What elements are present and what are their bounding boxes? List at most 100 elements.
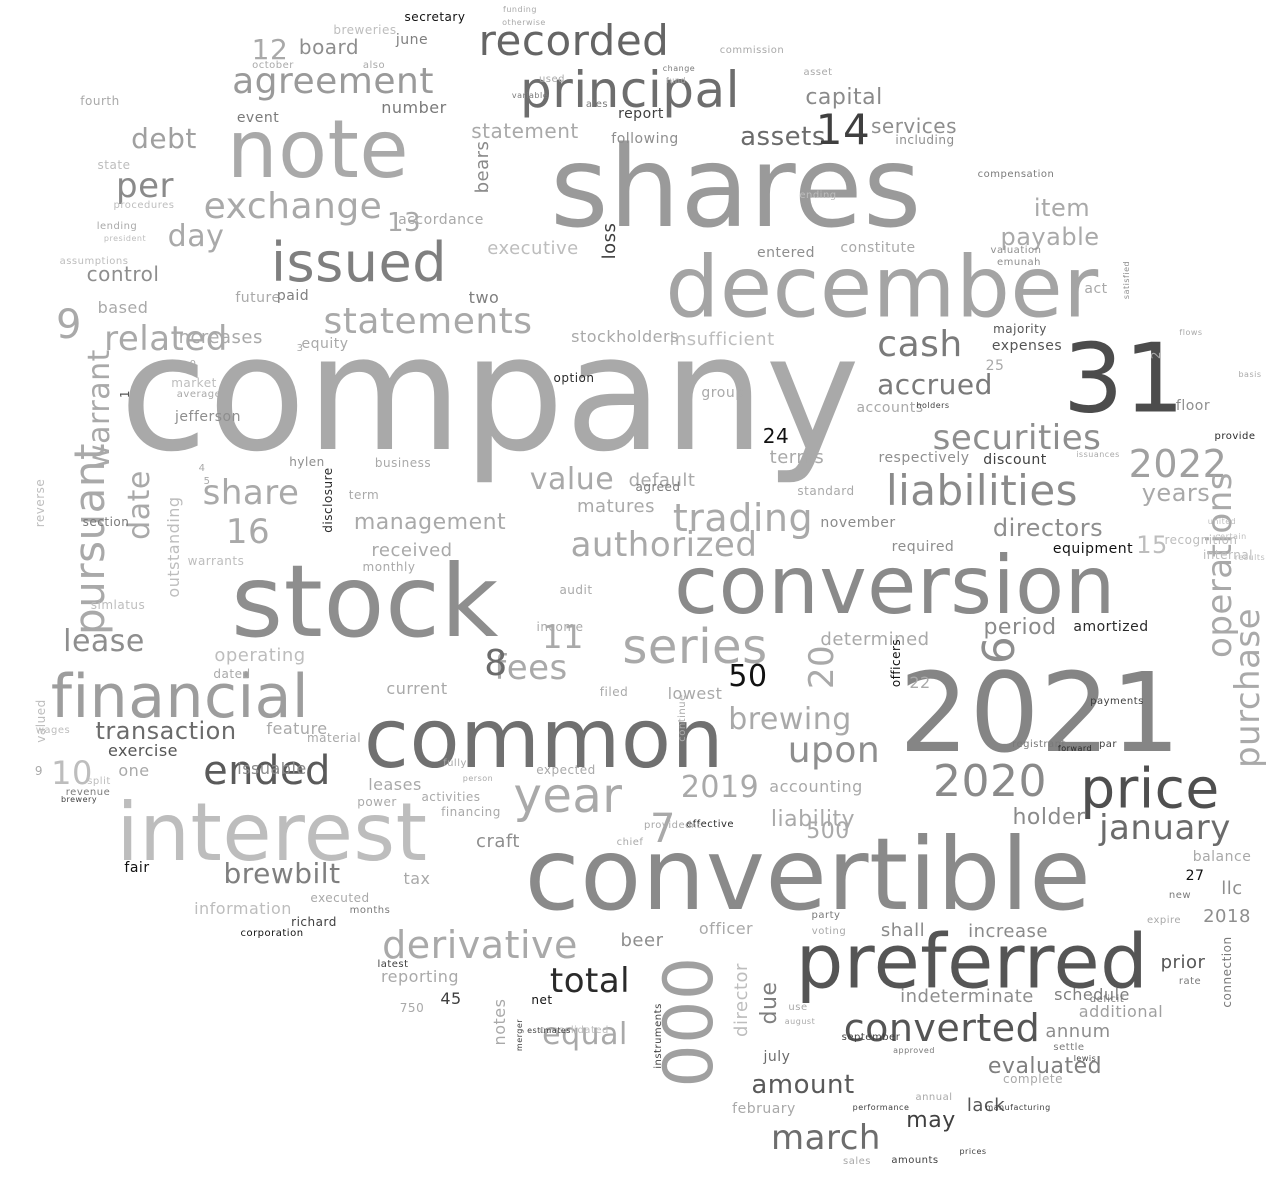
word-recorded: recorded: [478, 16, 670, 65]
word-notes: notes: [490, 998, 509, 1046]
word-satisfied: satisfied: [1122, 260, 1131, 300]
word-lewis: lewis: [1073, 1054, 1097, 1063]
word-conversion: conversion: [674, 539, 1116, 632]
word-provided: provided: [644, 820, 692, 831]
word-power: power: [357, 795, 397, 809]
word-filed: filed: [599, 685, 629, 699]
word-increases: increases: [173, 327, 263, 348]
word-united: united: [1207, 517, 1237, 526]
word-period: period: [983, 615, 1057, 640]
word-statements: statements: [323, 301, 533, 342]
word-based: based: [97, 298, 149, 317]
word-due: due: [757, 981, 782, 1025]
word-connection: connection: [1220, 936, 1234, 1008]
word-latest: latest: [377, 959, 409, 970]
word-audit: audit: [559, 583, 593, 597]
word-exercise: exercise: [107, 741, 179, 760]
word-10: 10: [51, 754, 93, 792]
word-person: person: [462, 774, 494, 783]
word-25: 25: [985, 358, 1005, 374]
word-debt: debt: [131, 122, 197, 155]
word-march: march: [771, 1118, 881, 1158]
word-variable: variable: [511, 91, 549, 100]
word-reverse: reverse: [33, 478, 47, 528]
word-fees: fees: [494, 648, 568, 688]
word-discount: discount: [983, 452, 1047, 468]
word-complete: complete: [1002, 1072, 1064, 1086]
word-services: services: [870, 114, 958, 138]
word-internal: internal: [1202, 548, 1254, 562]
word-equity: equity: [301, 336, 349, 352]
word-payable: payable: [1000, 223, 1100, 251]
word-amount: amount: [751, 1070, 855, 1100]
word-october: october: [252, 60, 294, 71]
word-series: series: [622, 619, 768, 675]
word-report: report: [618, 106, 664, 122]
word-converted: converted: [843, 1006, 1041, 1050]
word-5: 5: [203, 476, 211, 487]
word-terms: terms: [769, 447, 825, 468]
word-indeterminate: indeterminate: [900, 986, 1034, 1007]
word-officers: officers: [889, 638, 903, 688]
word-new: new: [1168, 890, 1192, 901]
word-june: june: [395, 32, 429, 48]
word-12: 12: [251, 33, 289, 66]
word-required: required: [891, 539, 955, 555]
word-instruments: instruments: [653, 1003, 664, 1069]
word-respectively: respectively: [878, 450, 970, 466]
word-january: january: [1099, 808, 1231, 848]
word-year: year: [513, 768, 623, 824]
word-shares: shares: [550, 123, 922, 253]
word-total: total: [549, 961, 631, 1001]
word-derivative: derivative: [382, 923, 578, 967]
word-commission: commission: [719, 45, 785, 56]
word-floor: floor: [1175, 398, 1211, 414]
word-convertible: convertible: [524, 816, 1092, 933]
word-transaction: transaction: [95, 717, 237, 745]
word-flows: flows: [1179, 328, 1203, 337]
word-9: 9: [56, 302, 82, 348]
word-agreed: agreed: [635, 480, 681, 494]
word-expected: expected: [536, 763, 596, 777]
word-monthly: monthly: [362, 560, 416, 574]
word-use: use: [788, 1002, 808, 1013]
word-7: 7: [650, 806, 676, 852]
word-richard: richard: [291, 915, 337, 929]
word-capital: capital: [805, 85, 883, 110]
word-loss: loss: [599, 222, 620, 260]
word-revenue: revenue: [65, 787, 111, 798]
word-valuation: valuation: [990, 245, 1042, 256]
word-1: 1: [118, 389, 132, 399]
word-fund: fund: [665, 76, 687, 85]
word-note: note: [226, 103, 410, 196]
word-liabilities: liabilities: [885, 466, 1079, 515]
word-secretary: secretary: [404, 10, 466, 24]
word-45: 45: [440, 989, 462, 1008]
word-net: net: [531, 993, 553, 1007]
word-control: control: [86, 262, 160, 286]
word-executive: executive: [487, 238, 579, 259]
word-24: 24: [762, 424, 790, 448]
word-officer: officer: [698, 919, 754, 938]
word-november: november: [820, 515, 896, 531]
word-certain: certain: [1215, 532, 1247, 541]
word-increase: increase: [968, 921, 1048, 942]
word-principal: principal: [519, 61, 741, 119]
word-fair: fair: [124, 860, 150, 876]
word-16: 16: [225, 512, 271, 552]
word-amounts: amounts: [891, 1155, 939, 1166]
word-prior: prior: [1160, 952, 1206, 973]
word-issued: issued: [271, 231, 447, 294]
word-results: results: [1234, 553, 1266, 562]
word-event: event: [236, 110, 280, 126]
word-purchase: purchase: [1228, 607, 1268, 769]
word-2019: 2019: [680, 770, 760, 805]
word-performance: performance: [852, 1103, 910, 1112]
word-income: income: [536, 620, 584, 634]
word-accrued: accrued: [877, 368, 993, 401]
word-0: 0: [189, 359, 197, 370]
word-llc: llc: [1221, 878, 1243, 899]
word-paid: paid: [276, 288, 310, 304]
word-party: party: [811, 910, 841, 921]
word-brewery: brewery: [60, 795, 98, 804]
